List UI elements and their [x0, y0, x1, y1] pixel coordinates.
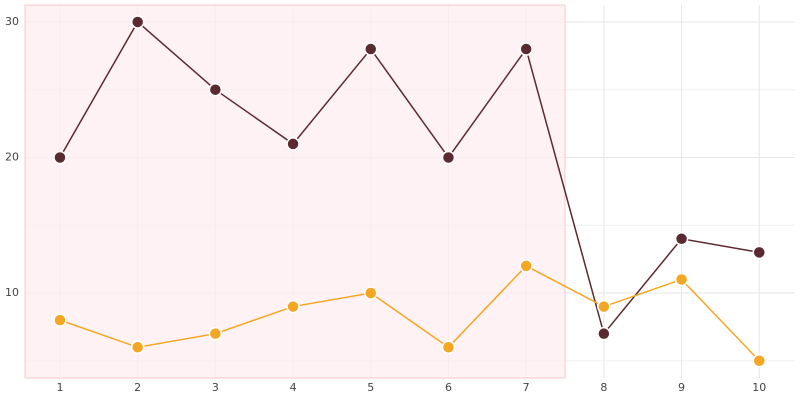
data-point: [364, 42, 378, 56]
series-line: [59, 20, 760, 336]
x-tick-label: 6: [445, 381, 452, 394]
x-tick-label: 4: [290, 381, 297, 394]
data-point: [364, 286, 378, 300]
data-point: [597, 326, 611, 341]
data-point: [441, 340, 456, 354]
x-tick-label: 3: [212, 381, 219, 394]
x-tick-label: 1: [56, 381, 63, 394]
x-tick-label: 5: [367, 381, 374, 394]
data-point: [53, 313, 67, 327]
data-point: [674, 232, 689, 246]
data-point: [597, 299, 611, 314]
data-point: [441, 150, 456, 165]
y-tick-label: 30: [5, 15, 19, 28]
y-tick-label: 10: [5, 286, 19, 299]
x-tick-label: 9: [678, 381, 685, 394]
data-point: [286, 137, 300, 151]
data-point: [53, 150, 67, 165]
data-point: [130, 340, 145, 354]
data-point: [208, 326, 223, 341]
data-point: [130, 15, 145, 29]
data-point: [208, 82, 223, 97]
y-tick-label: 20: [5, 150, 19, 163]
data-point: [519, 259, 533, 273]
x-tick-label: 10: [752, 381, 766, 394]
data-point: [286, 299, 300, 314]
highlight-region: [24, 4, 566, 379]
data-point: [519, 42, 533, 56]
data-point: [752, 245, 767, 260]
x-tick-label: 8: [600, 381, 607, 394]
x-tick-label: 7: [523, 381, 530, 394]
series-line: [59, 264, 760, 362]
x-tick-label: 2: [134, 381, 141, 394]
data-point: [674, 272, 689, 287]
data-point: [752, 354, 767, 368]
